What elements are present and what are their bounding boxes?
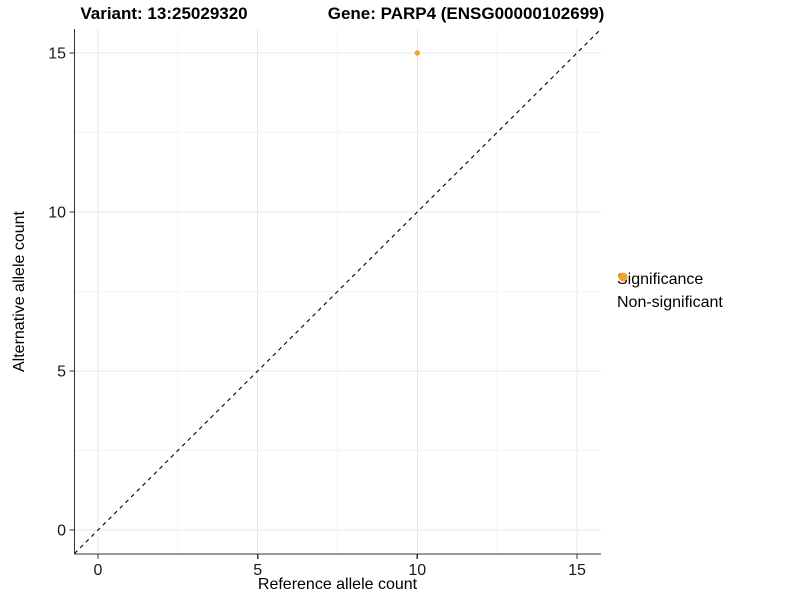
legend: Significance Non-significant [617,271,723,312]
gridlines-minor [74,29,601,554]
x-tick-label: 10 [408,562,426,579]
legend-point-icon [618,272,628,282]
plot-title-variant: Variant: 13:25029320 [80,4,248,23]
legend-item: Non-significant [617,272,723,312]
x-tick-label: 0 [94,562,103,579]
tick-marks [69,52,578,559]
plot-title-gene: Gene: PARP4 (ENSG00000102699) [327,4,605,23]
data-point [414,50,420,56]
x-axis-title: Reference allele count [258,576,418,593]
legend-item-label: Non-significant [617,294,723,311]
gridlines-major [74,29,601,554]
x-tick-label: 15 [568,562,586,579]
y-tick-label: 0 [57,523,66,540]
identity-reference-line [74,28,602,554]
axis-lines [73,29,601,555]
x-tick-label: 5 [253,562,262,579]
y-tick-label: 10 [48,205,66,222]
y-axis-title: Alternative allele count [11,210,28,372]
legend-title: Significance [617,271,704,288]
y-tick-label: 5 [57,364,66,381]
y-tick-labels: 0 5 10 15 [48,46,66,540]
x-tick-labels: 0 5 10 15 [94,562,586,579]
y-tick-label: 15 [48,46,66,63]
